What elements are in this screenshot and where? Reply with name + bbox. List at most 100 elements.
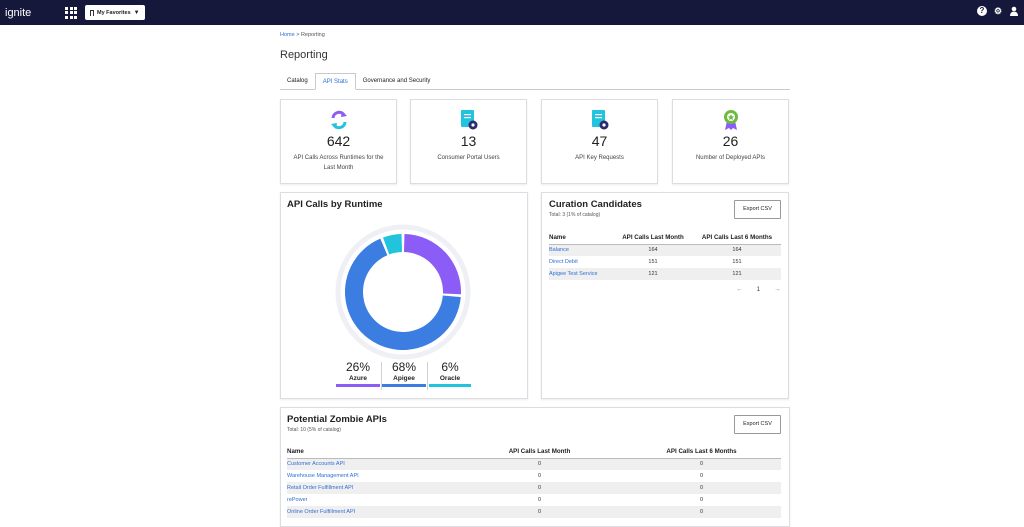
api-link[interactable]: Retail Order Fulfillment API xyxy=(287,485,354,491)
table-cell: 121 xyxy=(693,268,781,280)
api-link[interactable]: Customer Accounts API xyxy=(287,461,345,468)
table-row: rePower 0 0 xyxy=(287,494,781,506)
legend-apigee-name: Apigee xyxy=(393,375,415,382)
column-header[interactable]: API Calls Last 6 Months xyxy=(693,232,781,245)
tab-bar: Catalog API Stats Governance and Securit… xyxy=(280,73,790,90)
stat-card-api-calls: 642 API Calls Across Runtimes for the La… xyxy=(280,99,397,184)
user-icon[interactable] xyxy=(1009,6,1019,16)
table-row: Customer Accounts API 0 0 xyxy=(287,458,781,470)
legend-apigee-bar xyxy=(382,384,426,387)
award-ribbon-icon xyxy=(722,109,740,131)
api-link[interactable]: Apigee Test Service xyxy=(549,271,598,277)
stat-label: API Calls Across Runtimes for the Last M… xyxy=(293,155,384,171)
my-favorites-label: My Favorites xyxy=(97,9,131,16)
stat-card-deployed-apis: 26 Number of Deployed APIs xyxy=(672,99,789,184)
table-cell: 0 xyxy=(699,473,704,479)
api-link[interactable]: Online Order Fulfillment API xyxy=(287,509,356,515)
app-grid-icon[interactable] xyxy=(65,6,77,19)
donut-halo xyxy=(335,224,471,360)
table-cell: 164 xyxy=(693,244,781,256)
bookmark-icon xyxy=(90,9,94,16)
donut-slice-oracle[interactable] xyxy=(383,234,403,255)
legend-azure-name: Azure xyxy=(348,375,368,382)
breadcrumb-home-link[interactable]: Home xyxy=(280,32,295,38)
table-cell: 121 xyxy=(613,268,693,280)
legend-apigee-pct: 68% xyxy=(391,360,417,374)
stat-label: API Key Requests xyxy=(575,155,624,161)
breadcrumb-current: Reporting xyxy=(300,32,325,38)
stat-value: 13 xyxy=(460,133,477,149)
legend-oracle-bar xyxy=(429,384,471,387)
table-cell: 0 xyxy=(699,497,704,503)
api-link[interactable]: Balance xyxy=(549,247,569,254)
prev-page-arrow-icon[interactable]: ← xyxy=(736,286,743,293)
table-cell: 0 xyxy=(622,506,781,518)
stat-card-api-key-requests: 47 API Key Requests xyxy=(541,99,658,184)
table-cell: 0 xyxy=(537,497,542,503)
table-cell: 0 xyxy=(622,458,781,470)
sync-arrows-icon xyxy=(330,109,348,131)
tab-catalog[interactable]: Catalog xyxy=(287,78,308,84)
tab-governance-security[interactable]: Governance and Security xyxy=(362,78,431,84)
table-cell: 151 xyxy=(732,259,742,265)
table-row: Retail Order Fulfillment API 0 0 xyxy=(287,482,781,494)
pagination: ← 1 → xyxy=(736,286,781,293)
stat-value: 47 xyxy=(591,133,608,149)
table-row: Apigee Test Service 121 121 xyxy=(549,268,781,280)
tab-api-stats[interactable]: API Stats xyxy=(314,73,356,90)
runtime-title: API Calls by Runtime xyxy=(287,199,383,210)
document-eye-icon xyxy=(460,109,478,131)
donut-slice-azure[interactable] xyxy=(403,234,461,295)
runtime-donut-chart xyxy=(335,224,471,360)
table-cell: 164 xyxy=(613,244,693,256)
table-row: Online Order Fulfillment API 0 0 xyxy=(287,506,781,518)
column-header[interactable]: API Calls Last Month xyxy=(613,232,693,245)
curation-title: Curation Candidates xyxy=(549,199,642,210)
legend-azure-pct: 26% xyxy=(345,360,371,374)
next-page-arrow-icon[interactable]: → xyxy=(774,286,781,293)
column-header[interactable]: Name xyxy=(549,232,613,245)
legend-azure-bar xyxy=(336,384,380,387)
legend-divider xyxy=(427,362,428,390)
legend-azure: 26% Azure xyxy=(336,360,380,387)
api-link[interactable]: rePower xyxy=(287,497,308,503)
stat-value: 26 xyxy=(722,133,739,149)
brand-logo[interactable]: ignite xyxy=(5,6,32,19)
gear-icon[interactable]: ⚙ xyxy=(993,6,1003,16)
document-eye-icon xyxy=(591,109,609,131)
legend-oracle: 6% Oracle xyxy=(429,360,471,387)
table-row: Direct Debit 151 151 xyxy=(549,256,781,268)
table-row: Balance 164 164 xyxy=(549,244,781,256)
column-header[interactable]: API Calls Last Month xyxy=(457,446,622,459)
table-cell: 0 xyxy=(457,482,622,494)
current-page-number[interactable]: 1 xyxy=(756,286,761,293)
api-link[interactable]: Direct Debit xyxy=(549,259,578,265)
zombie-export-csv-button[interactable]: Export CSV xyxy=(734,415,781,434)
zombie-table: Name API Calls Last Month API Calls Last… xyxy=(287,446,781,518)
column-header[interactable]: Name xyxy=(287,446,457,459)
api-link[interactable]: Warehouse Management API xyxy=(287,473,359,479)
stat-label: Number of Deployed APIs xyxy=(695,155,766,161)
stat-card-portal-users: 13 Consumer Portal Users xyxy=(410,99,527,184)
curation-table: Name API Calls Last Month API Calls Last… xyxy=(549,232,781,280)
curation-card xyxy=(541,192,789,399)
zombie-title: Potential Zombie APIs xyxy=(287,414,387,425)
curation-subtitle: Total: 3 (1% of catalog) xyxy=(549,212,601,218)
stat-label: Consumer Portal Users xyxy=(437,155,500,161)
legend-apigee: 68% Apigee xyxy=(382,360,426,387)
caret-down-icon: ▼ xyxy=(133,9,140,16)
top-nav-bar: ignite My Favorites ▼ ? ⚙ xyxy=(0,0,1024,25)
table-cell: 0 xyxy=(537,473,542,479)
legend-oracle-pct: 6% xyxy=(441,360,459,374)
stat-value: 642 xyxy=(326,133,351,149)
legend-oracle-name: Oracle xyxy=(439,375,461,382)
breadcrumb: Home > Reporting xyxy=(280,32,325,38)
table-row: Warehouse Management API 0 0 xyxy=(287,470,781,482)
help-icon[interactable]: ? xyxy=(977,6,987,16)
curation-export-csv-button[interactable]: Export CSV xyxy=(734,200,781,219)
column-header[interactable]: API Calls Last 6 Months xyxy=(622,446,781,459)
table-cell: 0 xyxy=(622,482,781,494)
my-favorites-dropdown[interactable]: My Favorites ▼ xyxy=(85,5,145,20)
donut-slice-apigee[interactable] xyxy=(345,238,461,350)
table-cell: 0 xyxy=(457,506,622,518)
